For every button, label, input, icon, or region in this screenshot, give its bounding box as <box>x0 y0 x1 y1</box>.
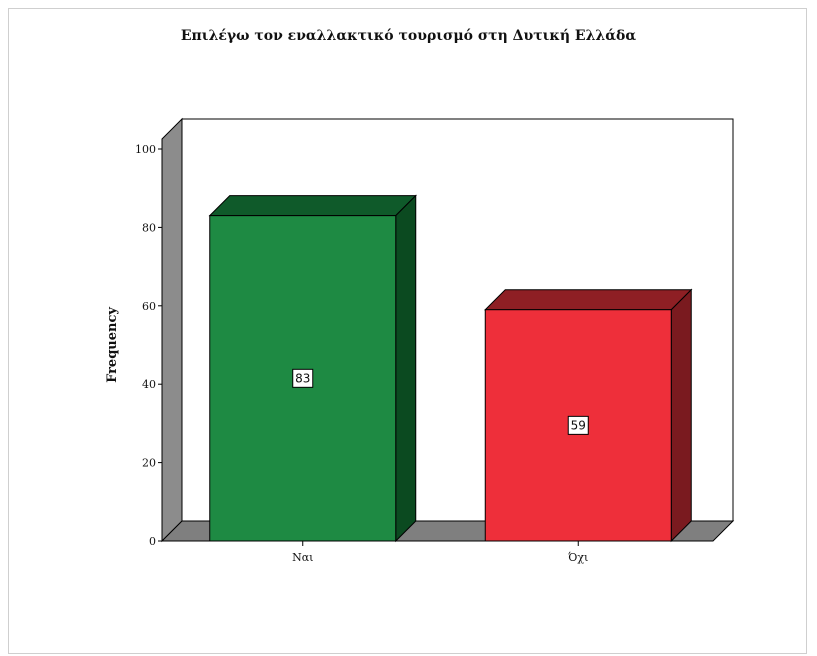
x-tick-label: Ναι <box>292 551 313 564</box>
data-label-box <box>292 368 314 388</box>
y-tick-label: 40 <box>142 378 156 391</box>
y-tick-label: 80 <box>142 221 156 234</box>
bar-side-face <box>395 194 417 543</box>
y-tick-label: 60 <box>142 300 156 313</box>
bar-top-face <box>484 289 693 311</box>
data-label: 59 <box>571 418 586 432</box>
y-tick-label: 20 <box>142 457 156 470</box>
bar-top-face <box>208 195 417 217</box>
y-axis-title: Frequency <box>105 307 120 383</box>
chart-title: Επιλέγω τον εναλλακτικό τουρισμό στη Δυτ… <box>180 28 637 44</box>
y-tick-label: 0 <box>149 535 156 548</box>
chart-side-wall <box>161 117 183 543</box>
bar-side-face <box>670 288 692 543</box>
data-label-box <box>567 415 589 435</box>
data-label: 83 <box>295 371 310 385</box>
y-tick-label: 100 <box>135 143 156 156</box>
x-tick-label: Όχι <box>568 551 588 564</box>
